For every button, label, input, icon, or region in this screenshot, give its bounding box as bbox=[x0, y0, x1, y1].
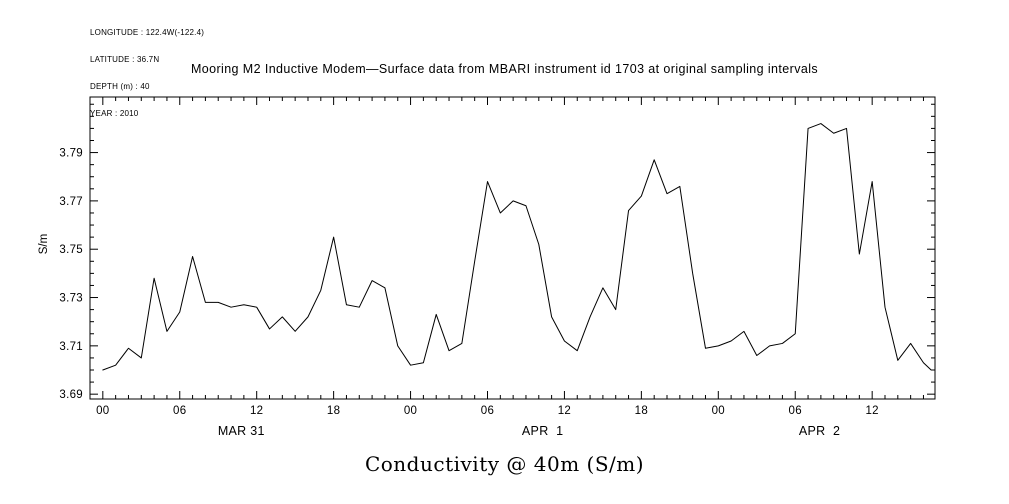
svg-text:00: 00 bbox=[96, 405, 109, 417]
svg-text:06: 06 bbox=[789, 405, 802, 417]
plot-frame bbox=[89, 96, 936, 400]
svg-text:18: 18 bbox=[635, 405, 648, 417]
svg-text:12: 12 bbox=[558, 405, 571, 417]
x-tick-labels: 00 06 12 18 00 06 12 18 00 06 12 bbox=[96, 405, 878, 417]
metadata-year: YEAR : 2010 bbox=[90, 109, 139, 118]
conductivity-series bbox=[102, 123, 932, 371]
x-axis-ticks bbox=[102, 97, 924, 399]
y-axis-ticks bbox=[90, 103, 935, 395]
y-tick-labels: 3.69 3.71 3.73 3.75 3.77 3.79 bbox=[59, 148, 83, 402]
metadata-longitude: LONGITUDE : 122.4W(-122.4) bbox=[90, 28, 205, 37]
svg-text:3.73: 3.73 bbox=[59, 293, 83, 305]
metadata-latitude: LATITUDE : 36.7N bbox=[90, 55, 160, 64]
svg-text:3.75: 3.75 bbox=[59, 244, 83, 256]
data-line bbox=[102, 123, 932, 371]
svg-text:APR 1: APR 1 bbox=[522, 424, 563, 438]
svg-text:12: 12 bbox=[250, 405, 263, 417]
metadata-block: LONGITUDE : 122.4W(-122.4) LATITUDE : 36… bbox=[90, 10, 204, 136]
svg-text:3.79: 3.79 bbox=[59, 148, 83, 160]
svg-text:00: 00 bbox=[404, 405, 417, 417]
plot-title: Mooring M2 Inductive Modem—Surface data … bbox=[190, 62, 819, 76]
svg-text:3.77: 3.77 bbox=[59, 196, 83, 208]
svg-text:00: 00 bbox=[712, 405, 725, 417]
svg-text:06: 06 bbox=[481, 405, 494, 417]
chart-caption: Conductivity @ 40m (S/m) bbox=[364, 452, 645, 476]
y-axis-label: S/m bbox=[38, 233, 50, 255]
metadata-depth: DEPTH (m) : 40 bbox=[90, 82, 150, 91]
svg-text:3.69: 3.69 bbox=[59, 389, 83, 401]
svg-text:MAR 31: MAR 31 bbox=[218, 424, 265, 438]
svg-text:18: 18 bbox=[327, 405, 340, 417]
svg-text:12: 12 bbox=[865, 405, 878, 417]
svg-text:3.71: 3.71 bbox=[59, 341, 83, 353]
svg-text:APR 2: APR 2 bbox=[799, 424, 840, 438]
svg-text:06: 06 bbox=[173, 405, 186, 417]
day-labels: MAR 31 APR 1 APR 2 bbox=[218, 424, 840, 438]
